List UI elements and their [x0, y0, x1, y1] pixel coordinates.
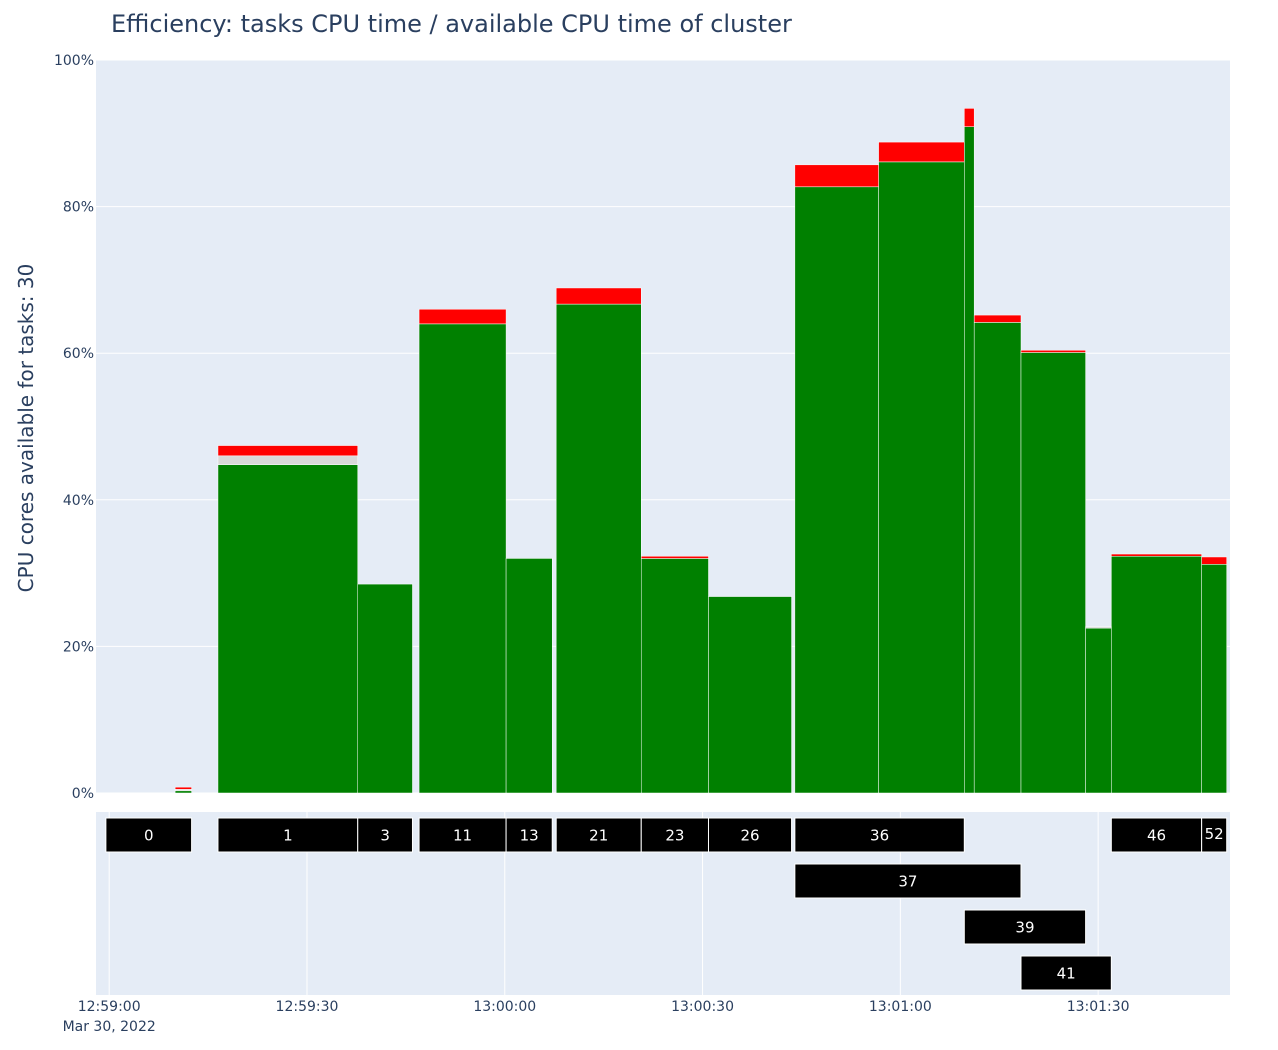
task-label: 1 — [283, 826, 293, 844]
bar-idle — [1085, 626, 1112, 629]
task-label: 52 — [1205, 825, 1224, 843]
task-label: 26 — [740, 826, 759, 844]
task-bar — [505, 817, 553, 853]
task-bar — [1110, 817, 1203, 853]
task-bar — [1201, 817, 1228, 853]
bar-efficient — [418, 323, 507, 794]
bar-efficient — [555, 303, 642, 794]
bar-overhead — [964, 108, 975, 127]
task-label: 0 — [144, 826, 154, 844]
bar-efficient — [217, 464, 358, 794]
x-axis: 12:59:00 Mar 30, 2022 12:59:30 13:00:00 13:0… — [63, 999, 1130, 1035]
task-bar — [794, 863, 1022, 899]
x-tick-label: 12:59:30 — [276, 999, 339, 1015]
bar-overhead — [794, 164, 879, 188]
y-tick-label: 60% — [63, 346, 94, 362]
bar-overhead — [973, 314, 1022, 323]
bar-overhead — [1111, 553, 1202, 557]
bar-overhead — [1020, 350, 1086, 353]
task-bar — [640, 817, 709, 853]
task-bar — [105, 817, 193, 853]
task-bar — [555, 817, 642, 853]
task-bar — [707, 817, 793, 853]
task-bar — [794, 817, 965, 853]
task-label: 41 — [1057, 964, 1076, 982]
task-bar — [963, 909, 1087, 945]
bar-efficient — [357, 583, 413, 794]
bar-efficient — [878, 161, 965, 794]
bar-overhead — [217, 445, 358, 457]
y-tick-label: 80% — [63, 200, 94, 216]
bar-efficient — [708, 596, 792, 794]
task-label: 13 — [520, 826, 539, 844]
chart-title: Efficiency: tasks CPU time / available C… — [111, 10, 792, 38]
bar-overhead — [555, 287, 642, 305]
x-tick-label: 12:59:00 — [78, 999, 141, 1015]
bar-efficient — [174, 790, 192, 794]
task-label: 23 — [665, 826, 684, 844]
bar-overhead — [1201, 556, 1227, 565]
task-bar — [357, 817, 413, 853]
task-bar — [1020, 955, 1112, 991]
bar-efficient — [640, 558, 709, 794]
bar-efficient — [1111, 555, 1202, 794]
x-tick-label: 13:01:30 — [1067, 999, 1130, 1015]
bar-overhead — [418, 308, 507, 325]
y-axis-label: CPU cores available for tasks: 30 — [14, 264, 38, 593]
bar-efficient — [964, 126, 975, 794]
y-tick-label: 20% — [63, 639, 94, 655]
bar-overhead — [640, 555, 709, 559]
bar-efficient — [505, 558, 553, 794]
task-label: 37 — [898, 872, 917, 890]
bar-overhead — [174, 786, 192, 790]
y-tick-label: 40% — [63, 493, 94, 509]
y-axis: 0% 20% 40% 60% 80% 100% — [54, 53, 94, 802]
task-bar — [418, 817, 507, 853]
task-label: 11 — [453, 826, 472, 844]
bar-efficient — [1085, 627, 1112, 794]
bars-layer — [174, 108, 1227, 794]
y-tick-label: 100% — [54, 53, 94, 69]
bar-idle — [217, 455, 358, 465]
bar-efficient — [1020, 352, 1086, 794]
task-label: 21 — [589, 826, 608, 844]
bar-efficient — [794, 186, 879, 794]
x-tick-sublabel: Mar 30, 2022 — [63, 1019, 156, 1035]
x-tick-label: 13:00:00 — [473, 999, 536, 1015]
task-label: 3 — [380, 826, 390, 844]
bar-efficient — [1201, 564, 1227, 794]
task-label: 46 — [1147, 826, 1166, 844]
task-label: 39 — [1015, 918, 1034, 936]
bar-overhead — [878, 141, 965, 163]
x-tick-label: 13:01:00 — [869, 999, 932, 1015]
x-tick-label: 13:00:30 — [671, 999, 734, 1015]
task-label: 36 — [870, 826, 889, 844]
y-tick-label: 0% — [72, 786, 94, 802]
bar-efficient — [973, 322, 1022, 794]
